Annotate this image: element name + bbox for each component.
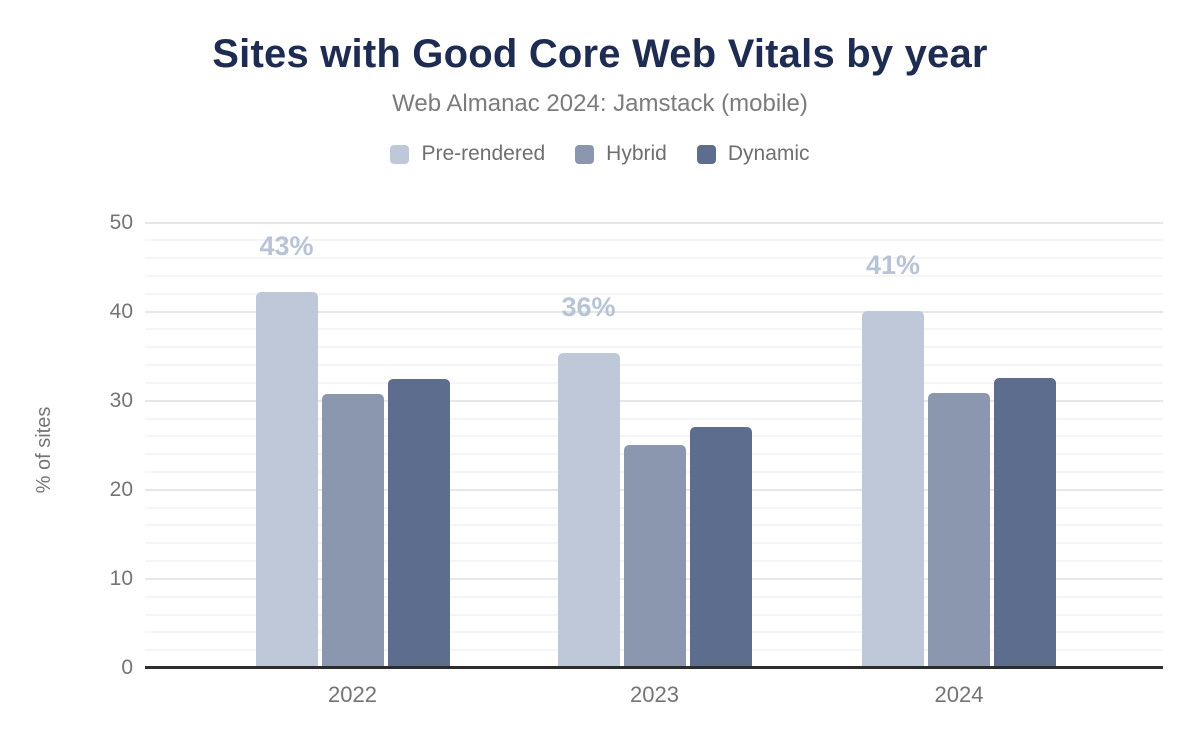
chart-legend: Pre-rendered Hybrid Dynamic xyxy=(0,142,1200,166)
bar-2022-pre-rendered xyxy=(255,291,318,668)
y-axis-tick-label: 50 xyxy=(109,210,133,234)
major-gridline xyxy=(145,310,1163,313)
bar-value-label: 43% xyxy=(259,230,314,261)
chart-title: Sites with Good Core Web Vitals by year xyxy=(212,32,988,76)
minor-gridline xyxy=(145,292,1163,295)
legend-label: Dynamic xyxy=(727,142,810,165)
legend-label: Hybrid xyxy=(606,142,667,165)
minor-gridline xyxy=(145,346,1163,349)
y-axis-tick-label: 30 xyxy=(109,388,133,412)
y-axis-tick-label: 20 xyxy=(109,477,133,501)
minor-gridline xyxy=(145,328,1163,331)
bar-2024-dynamic xyxy=(994,377,1056,668)
legend-item-hybrid: Hybrid xyxy=(575,142,667,166)
legend-swatch-icon xyxy=(575,144,595,164)
y-axis-tick-label: 40 xyxy=(109,299,133,323)
major-gridline xyxy=(145,399,1163,402)
legend-swatch-icon xyxy=(696,144,716,164)
bar-2022-hybrid xyxy=(321,393,384,668)
legend-swatch-icon xyxy=(390,144,410,164)
bar-value-label: 41% xyxy=(865,249,921,280)
major-gridline xyxy=(145,221,1163,224)
y-axis-title: % of sites xyxy=(33,406,55,494)
minor-gridline xyxy=(145,381,1163,384)
y-axis-tick-label: 0 xyxy=(121,656,133,679)
x-axis-tick-label: 2024 xyxy=(934,682,984,707)
y-axis-tick-label: 10 xyxy=(109,566,133,590)
bar-value-label: 36% xyxy=(561,291,616,322)
chart-subtitle: Web Almanac 2024: Jamstack (mobile) xyxy=(392,90,808,117)
bar-2024-hybrid xyxy=(928,392,990,668)
bar-2024-pre-rendered xyxy=(862,310,924,668)
x-axis-tick-label: 2022 xyxy=(328,682,377,707)
legend-item-dynamic: Dynamic xyxy=(696,142,810,166)
minor-gridline xyxy=(145,239,1163,242)
bar-2023-pre-rendered xyxy=(557,352,620,668)
bar-2023-dynamic xyxy=(689,427,752,668)
x-axis-line xyxy=(145,666,1163,669)
legend-label: Pre-rendered xyxy=(421,142,546,165)
minor-gridline xyxy=(145,274,1163,277)
minor-gridline xyxy=(145,257,1163,260)
bar-2023-hybrid xyxy=(623,445,686,668)
legend-item-pre-rendered: Pre-rendered xyxy=(390,142,545,166)
minor-gridline xyxy=(145,435,1163,438)
minor-gridline xyxy=(145,364,1163,367)
minor-gridline xyxy=(145,417,1163,420)
bar-2022-dynamic xyxy=(387,379,450,668)
x-axis-tick-label: 2023 xyxy=(630,682,679,707)
